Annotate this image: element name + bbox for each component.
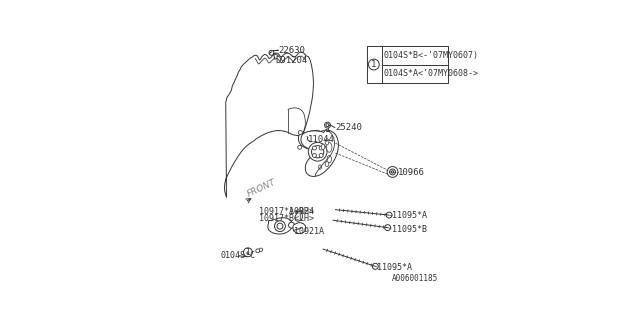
Circle shape — [259, 248, 262, 252]
Text: 11095*A: 11095*A — [392, 211, 427, 220]
Text: FRONT: FRONT — [246, 177, 278, 198]
Ellipse shape — [319, 165, 321, 169]
Circle shape — [319, 146, 323, 150]
Circle shape — [243, 248, 252, 257]
Text: 1: 1 — [371, 60, 377, 69]
Circle shape — [390, 169, 396, 175]
Text: 11095*A: 11095*A — [378, 262, 412, 272]
Text: 0104S*A<'07MY0608->: 0104S*A<'07MY0608-> — [383, 69, 478, 78]
Ellipse shape — [325, 139, 329, 145]
Ellipse shape — [321, 144, 324, 149]
Circle shape — [312, 146, 316, 150]
Bar — [367, 46, 448, 83]
Text: 25240: 25240 — [335, 123, 362, 132]
Text: 1: 1 — [246, 248, 250, 257]
Circle shape — [387, 166, 398, 177]
Circle shape — [308, 142, 327, 161]
Text: 11095*B: 11095*B — [392, 225, 427, 234]
Text: 22630: 22630 — [279, 46, 305, 55]
Circle shape — [319, 154, 323, 157]
Text: 10924: 10924 — [289, 207, 314, 216]
Ellipse shape — [325, 162, 329, 166]
Circle shape — [369, 59, 380, 70]
Circle shape — [321, 145, 324, 149]
Polygon shape — [268, 218, 292, 234]
Circle shape — [324, 122, 330, 128]
Circle shape — [269, 50, 274, 55]
Text: 0104S*C: 0104S*C — [220, 251, 255, 260]
Circle shape — [321, 131, 325, 134]
Text: 10921A: 10921A — [294, 227, 323, 236]
Ellipse shape — [327, 156, 332, 163]
Circle shape — [391, 171, 394, 173]
Circle shape — [289, 222, 294, 228]
Text: 10917*B<LH>: 10917*B<LH> — [259, 214, 314, 223]
Circle shape — [326, 124, 329, 127]
Circle shape — [298, 145, 301, 149]
Circle shape — [308, 136, 317, 145]
Polygon shape — [298, 131, 326, 150]
Polygon shape — [225, 52, 314, 197]
Circle shape — [312, 154, 316, 157]
Circle shape — [305, 133, 319, 148]
Circle shape — [385, 225, 390, 231]
Circle shape — [372, 263, 378, 269]
Circle shape — [312, 146, 324, 158]
Text: 10917*A<RH>: 10917*A<RH> — [259, 207, 314, 216]
Text: D91204: D91204 — [276, 56, 308, 65]
Circle shape — [298, 131, 302, 134]
Ellipse shape — [326, 142, 332, 152]
Text: A006001185: A006001185 — [392, 274, 438, 283]
Circle shape — [256, 249, 260, 253]
Text: 0104S*B<-'07MY0607): 0104S*B<-'07MY0607) — [383, 51, 478, 60]
Text: 11044: 11044 — [308, 135, 335, 144]
Polygon shape — [293, 223, 306, 234]
Circle shape — [275, 221, 285, 232]
Polygon shape — [301, 130, 339, 176]
Circle shape — [277, 223, 283, 229]
Text: 10966: 10966 — [398, 168, 425, 177]
Circle shape — [386, 212, 392, 218]
